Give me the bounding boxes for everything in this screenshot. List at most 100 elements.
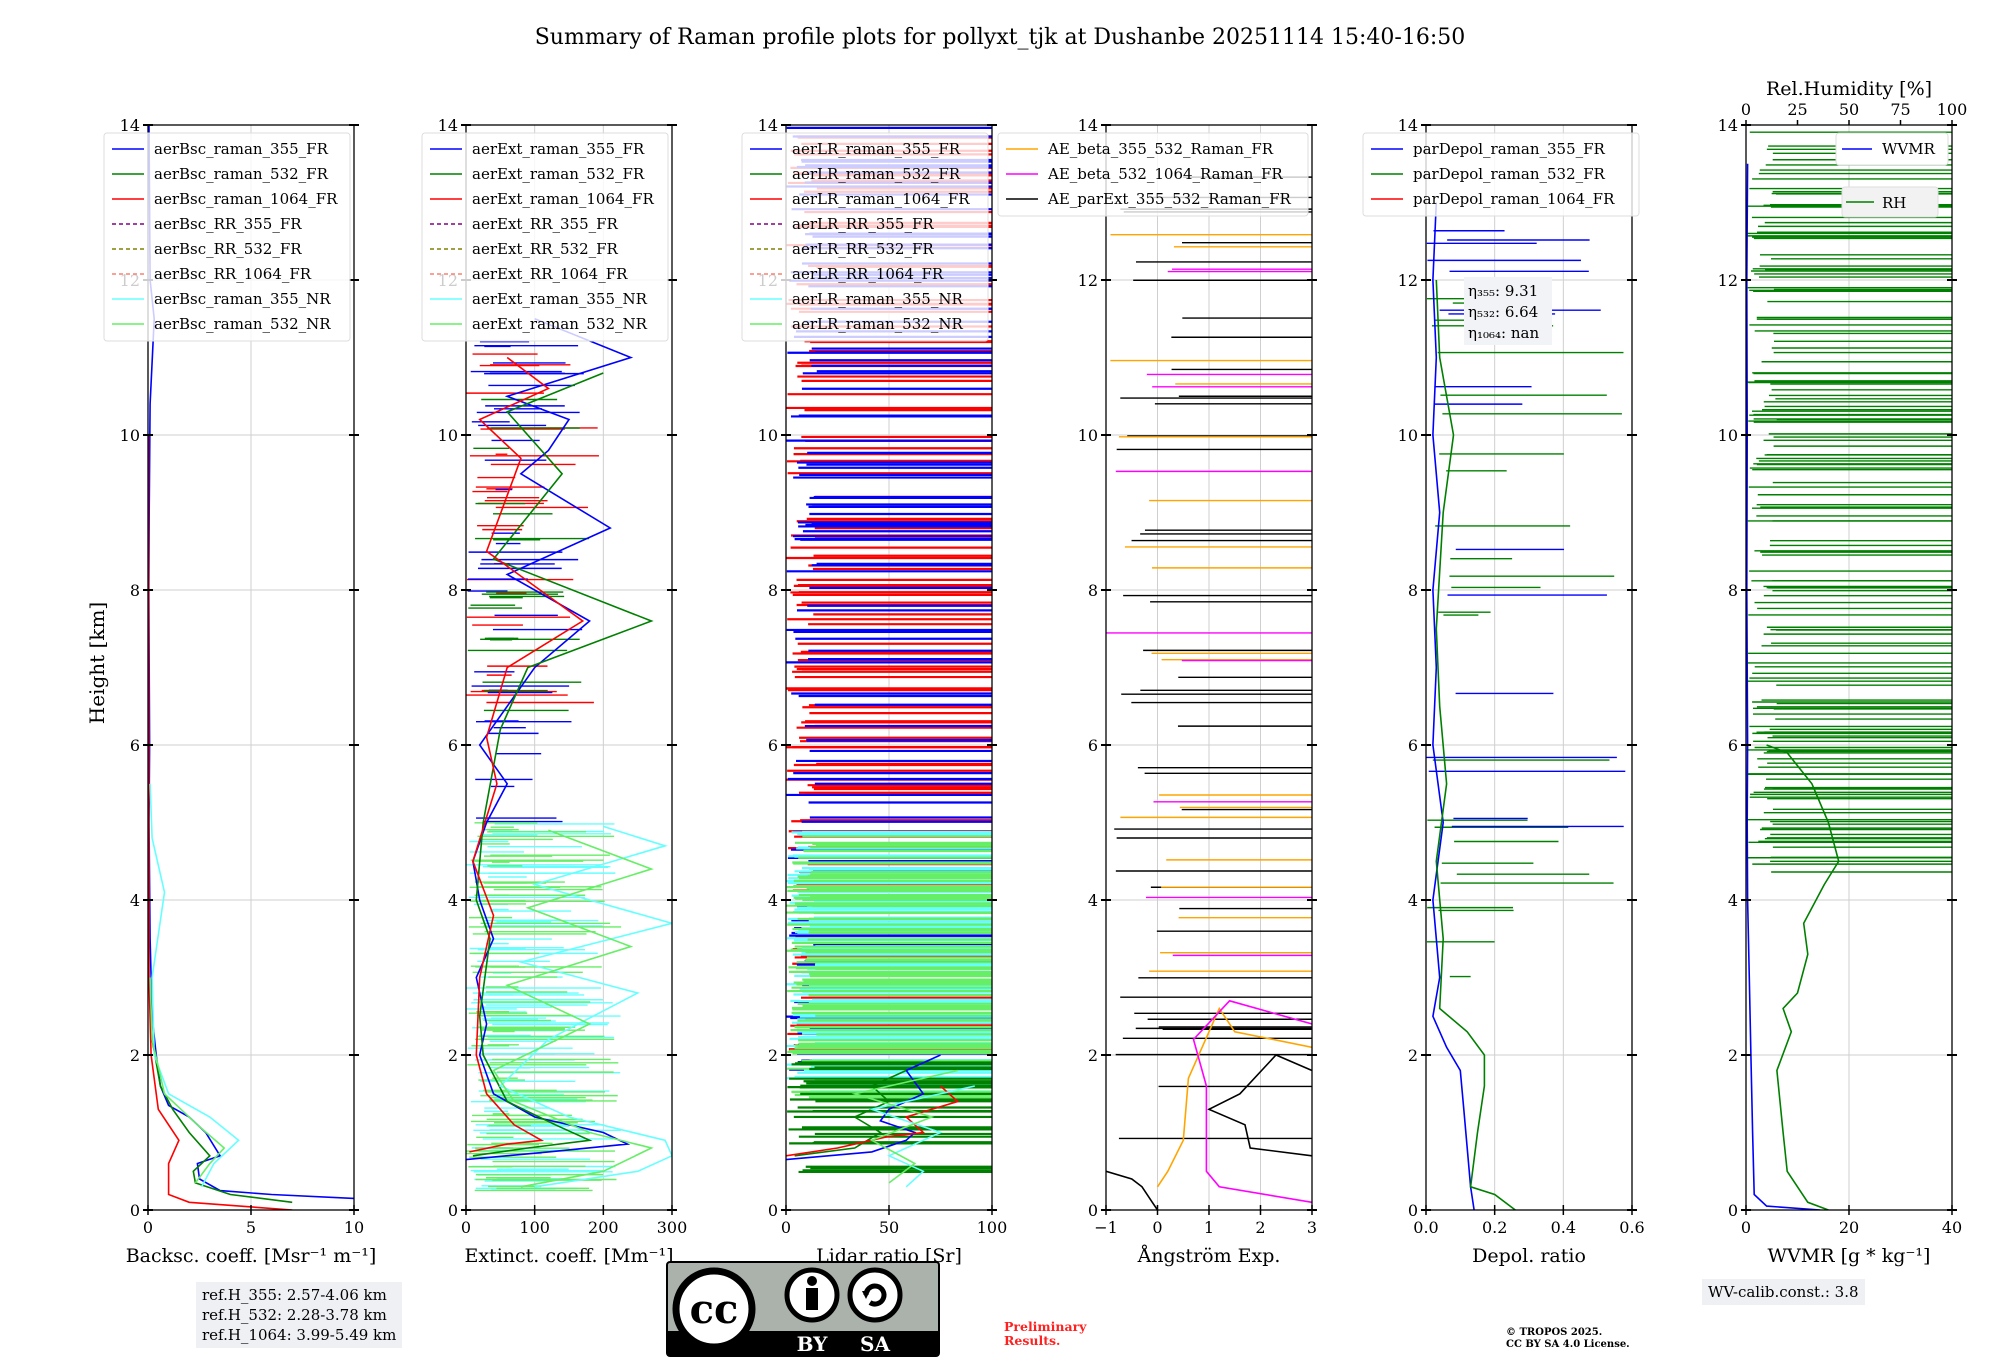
y-tick-label: 12	[1078, 271, 1098, 290]
y-tick-label: 12	[1718, 271, 1738, 290]
copyright-note: © TROPOS 2025. CC BY SA 4.0 License.	[1506, 1327, 1630, 1351]
legend-label: aerBsc_RR_355_FR	[154, 215, 302, 233]
ref-h-355: ref.H_355: 2.57-4.06 km	[202, 1286, 387, 1304]
cc-sa-text: SA	[860, 1332, 890, 1356]
legend-label: aerExt_raman_355_FR	[472, 140, 645, 158]
y-tick-label: 0	[1408, 1201, 1418, 1220]
y-tick-label: 0	[448, 1201, 458, 1220]
series-line-aerBsc_raman_1064_FR	[148, 434, 293, 1210]
legend-label: aerBsc_RR_1064_FR	[154, 265, 312, 283]
legend-depol: parDepol_raman_355_FR parDepol_raman_532_…	[1362, 132, 1640, 217]
x-tick-label: 0.4	[1551, 1218, 1576, 1237]
series-line-parDepol_raman_532_FR	[1435, 279, 1516, 1210]
y-tick-label: 10	[758, 426, 778, 445]
y-tick-label: 8	[130, 581, 140, 600]
y-tick-label: 8	[768, 581, 778, 600]
y-tick-label: 14	[120, 116, 140, 135]
legend-box	[421, 132, 669, 342]
y-tick-label: 14	[758, 116, 778, 135]
x-axis-label-depol: Depol. ratio	[1472, 1245, 1586, 1267]
legend-label: aerLR_raman_1064_FR	[792, 190, 970, 208]
legend-label: WVMR	[1882, 140, 1936, 158]
legend-label: aerExt_RR_355_FR	[472, 215, 619, 233]
legend-label: aerExt_raman_1064_FR	[472, 190, 654, 208]
y-tick-label: 8	[448, 581, 458, 600]
series-line-aerLR_raman_532_FR	[794, 1069, 907, 1157]
series-line-aerLR_raman_355_FR	[786, 1054, 941, 1161]
y-tick-label: 10	[120, 426, 140, 445]
preliminary-line-2: Results.	[1004, 1333, 1061, 1348]
legend-box	[997, 132, 1309, 217]
series-line-aerLR_raman_1064_FR	[786, 1085, 960, 1157]
legend-label: aerExt_raman_532_NR	[472, 315, 648, 333]
legend-box	[1362, 132, 1640, 217]
legend-wv: WVMR RH	[1835, 132, 1949, 218]
legend-label: aerLR_raman_532_FR	[792, 165, 961, 183]
legend-label: aerExt_raman_355_NR	[472, 290, 648, 308]
y-tick-label: 10	[1078, 426, 1098, 445]
panel-lr: 02468101214050100Lidar ratio [Sr]aerLR_r…	[741, 116, 1007, 1267]
x2-tick-label: 75	[1890, 100, 1910, 119]
y-tick-label: 8	[1728, 581, 1738, 600]
legend-label: aerBsc_raman_355_FR	[154, 140, 329, 158]
y-tick-label: 4	[130, 891, 140, 910]
y-tick-label: 6	[1088, 736, 1098, 755]
x-tick-label: 0	[461, 1218, 471, 1237]
y-tick-label: 2	[448, 1046, 458, 1065]
legend-label: parDepol_raman_355_FR	[1413, 140, 1606, 158]
x2-tick-label: 25	[1787, 100, 1807, 119]
plot-area-wv	[1746, 125, 1952, 1210]
x2-axis-label: Rel.Humidity [%]	[1766, 78, 1932, 100]
x-tick-label: 1	[1204, 1218, 1214, 1237]
legend-label: aerLR_RR_1064_FR	[792, 265, 944, 283]
x-tick-label: 100	[519, 1218, 550, 1237]
y-tick-label: 0	[130, 1201, 140, 1220]
x-axis-label-ext: Extinct. coeff. [Mm⁻¹]	[464, 1245, 673, 1267]
legend-ae: AE_beta_355_532_Raman_FR AE_beta_532_1064…	[997, 132, 1309, 217]
series-line-aerExt_raman_355_NR	[498, 825, 672, 1188]
legend-label: aerBsc_RR_532_FR	[154, 240, 302, 258]
plot-area-ae	[1106, 125, 1312, 1210]
eta-annotations: η₃₅₅: 9.31 η₅₃₂: 6.64 η₁₀₆₄: nan	[1464, 277, 1552, 345]
legend-label: aerLR_raman_355_FR	[792, 140, 961, 158]
y-tick-label: 10	[1398, 426, 1418, 445]
legend-ext: aerExt_raman_355_FR aerExt_raman_532_FRae…	[421, 132, 669, 342]
y-tick-label: 14	[438, 116, 458, 135]
y-tick-label: 8	[1088, 581, 1098, 600]
cc-license-badge: cc BY SA	[666, 1261, 940, 1357]
y-tick-label: 0	[1728, 1201, 1738, 1220]
y-tick-label: 4	[768, 891, 778, 910]
cc-by-text: BY	[797, 1332, 829, 1356]
y-tick-label: 2	[1088, 1046, 1098, 1065]
x-tick-label: 20	[1839, 1218, 1859, 1237]
x-tick-label: 5	[246, 1218, 256, 1237]
series-line-aerBsc_raman_355_NR	[149, 783, 240, 1188]
axes-frame-depol	[1425, 124, 1633, 1211]
legend-box	[103, 132, 351, 342]
x-tick-label: −1	[1094, 1218, 1118, 1237]
panel-depol: 0 2 4 6 8 10 12 14 0.0 0.2 0.4 0.6 Depol. ratio parDe…	[1362, 116, 1645, 1267]
series-line-aerExt_raman_532_FR	[472, 372, 654, 1157]
y-tick-label: 14	[1078, 116, 1098, 135]
y-tick-label: 4	[1728, 891, 1738, 910]
legend-lr: aerLR_raman_355_FR aerLR_raman_532_FR aerL…	[741, 132, 989, 342]
preliminary-note: Preliminary Results.	[1004, 1320, 1086, 1348]
y-tick-label: 4	[1408, 891, 1418, 910]
legend-box	[1835, 132, 1949, 166]
x2-tick-label: 100	[1937, 100, 1968, 119]
legend-label: aerExt_RR_532_FR	[472, 240, 619, 258]
panel-bsc: 024681012140510Backsc. coeff. [Msr⁻¹ m⁻¹…	[103, 116, 376, 1267]
legend-box	[1841, 186, 1939, 218]
copyright-line-1: © TROPOS 2025.	[1506, 1327, 1603, 1338]
series-line-aerLR_raman_355_NR	[868, 1085, 975, 1188]
reference-height-box: ref.H_355: 2.57-4.06 km ref.H_532: 2.28-…	[196, 1282, 403, 1348]
x-tick-label: 0.6	[1619, 1218, 1644, 1237]
y-tick-label: 2	[1408, 1046, 1418, 1065]
series-line-aerExt_raman_532_NR	[492, 829, 654, 1188]
legend-box	[741, 132, 989, 342]
y-tick-label: 0	[768, 1201, 778, 1220]
annotation-text: η₅₃₂: 6.64	[1468, 303, 1538, 321]
x-axis-label-ae: Ångström Exp.	[1137, 1245, 1281, 1267]
y-tick-label: 10	[1718, 426, 1738, 445]
